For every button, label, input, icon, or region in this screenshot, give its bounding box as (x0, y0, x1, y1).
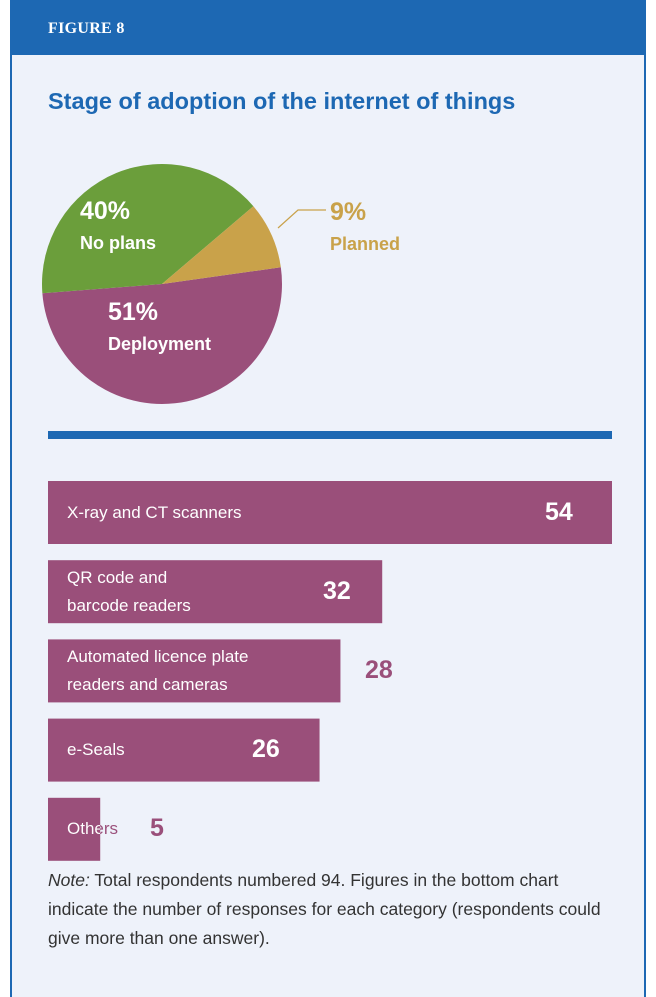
pie-slice (42, 267, 282, 404)
bar (48, 718, 320, 782)
bar (48, 639, 341, 703)
bar-value-label: 28 (365, 655, 393, 684)
note-text: Total respondents numbered 94. Figures i… (48, 870, 601, 948)
divider (48, 431, 612, 439)
bar (48, 797, 101, 861)
bar-label: Automated licence plate readers and came… (67, 646, 249, 694)
bar-label: X-ray and CT scanners (67, 502, 242, 522)
bar-value-label: 32 (323, 576, 351, 605)
chart-title: Stage of adoption of the internet of thi… (48, 88, 516, 114)
bar-label: Others (67, 815, 217, 843)
bar (48, 560, 383, 624)
bar-value-label: 26 (252, 735, 280, 764)
bar-value-label: 5 (150, 814, 164, 843)
pie-slice (162, 206, 281, 284)
bar-label: QR code and barcode readers (67, 567, 191, 615)
bar-value-label: 54 (545, 497, 573, 526)
pie-slice (42, 164, 254, 294)
header-bar: FIGURE 8 (10, 0, 646, 55)
slice-label: Planned (330, 234, 401, 254)
leader-line (277, 209, 326, 229)
figure-label: FIGURE 8 (48, 20, 125, 37)
slice-value-label: 9% (330, 198, 367, 226)
slice-label: No plans (80, 233, 157, 253)
slice-value-label: 40% (80, 197, 131, 225)
note: Note: Total respondents numbered 94. Fig… (48, 866, 623, 953)
bar-label: e-Seals (67, 740, 125, 760)
bar (48, 481, 612, 544)
slice-label: Deployment (108, 334, 212, 354)
slice-value-label: 51% (108, 298, 159, 326)
note-label: Note: (48, 870, 90, 890)
